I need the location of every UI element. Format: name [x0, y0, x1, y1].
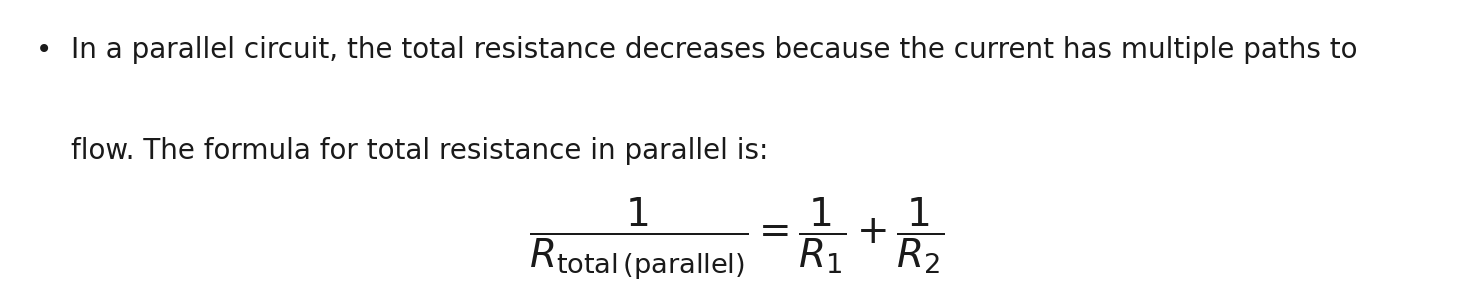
Text: In a parallel circuit, the total resistance decreases because the current has mu: In a parallel circuit, the total resista… — [71, 36, 1358, 64]
Text: $\dfrac{1}{R_{\rm total\,(parallel)}} = \dfrac{1}{R_1} + \dfrac{1}{R_2}$: $\dfrac{1}{R_{\rm total\,(parallel)}} = … — [529, 195, 945, 282]
Text: flow. The formula for total resistance in parallel is:: flow. The formula for total resistance i… — [71, 137, 768, 165]
Text: •: • — [35, 36, 53, 64]
